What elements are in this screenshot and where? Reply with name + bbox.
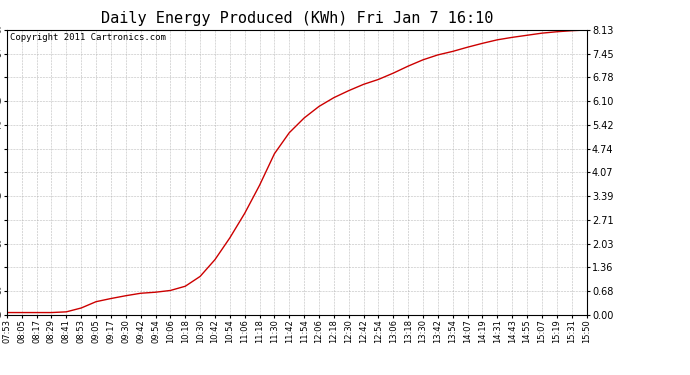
Text: Daily Energy Produced (KWh) Fri Jan 7 16:10: Daily Energy Produced (KWh) Fri Jan 7 16… <box>101 11 493 26</box>
Text: Copyright 2011 Cartronics.com: Copyright 2011 Cartronics.com <box>10 33 166 42</box>
